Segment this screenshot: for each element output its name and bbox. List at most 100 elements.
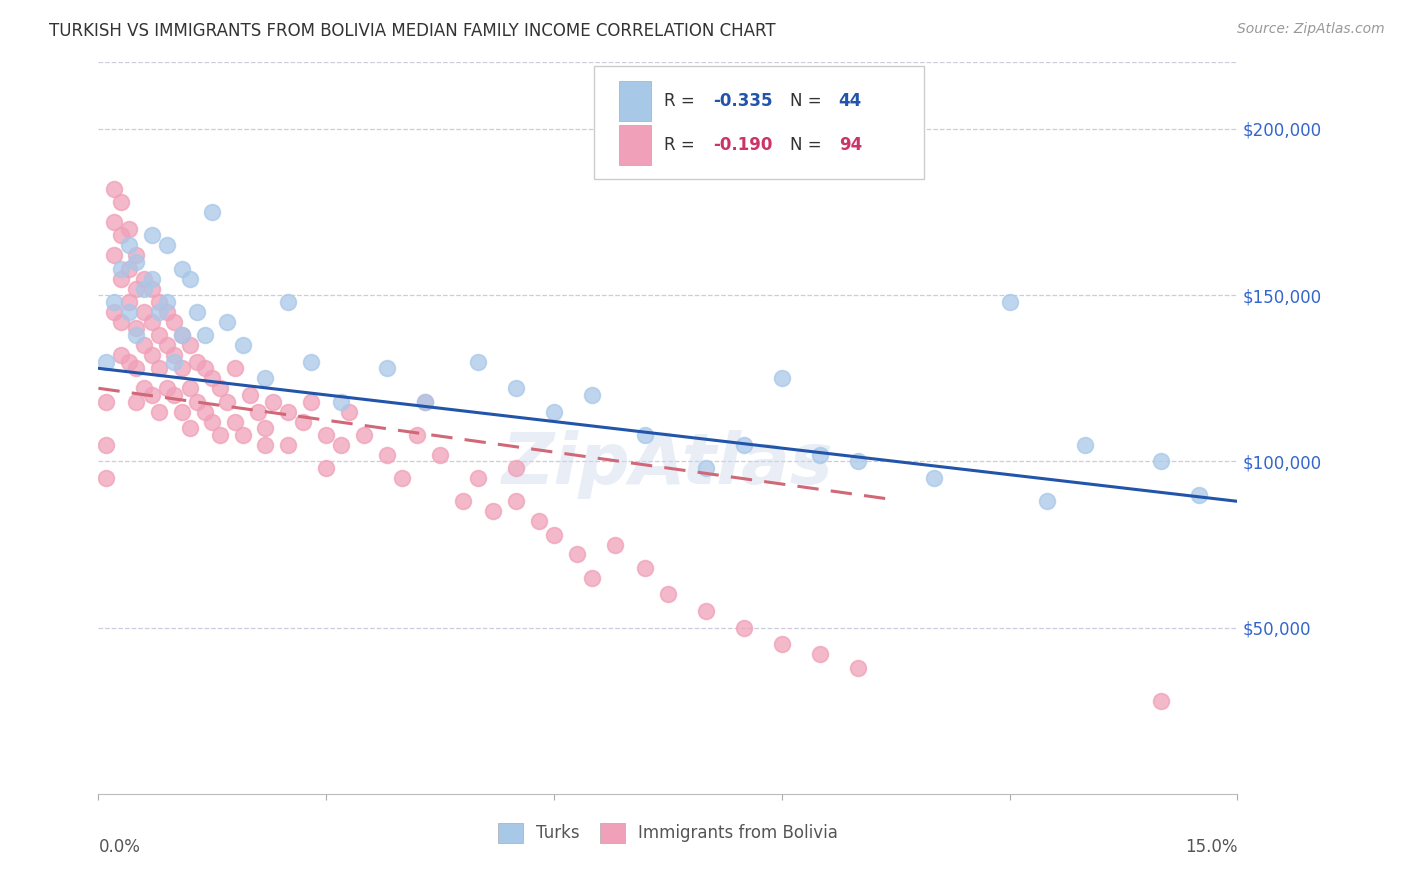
Point xyxy=(315,427,337,442)
Text: R =: R = xyxy=(665,92,700,111)
Point xyxy=(315,461,337,475)
Point xyxy=(846,454,869,468)
Point xyxy=(337,404,360,418)
Point xyxy=(232,427,254,442)
Point xyxy=(186,354,208,368)
Point xyxy=(141,228,163,243)
Point xyxy=(179,421,201,435)
Point xyxy=(239,388,262,402)
Point xyxy=(581,571,603,585)
Point xyxy=(1036,494,1059,508)
Point xyxy=(217,315,239,329)
Point xyxy=(391,471,413,485)
Text: Source: ZipAtlas.com: Source: ZipAtlas.com xyxy=(1237,22,1385,37)
Point xyxy=(110,348,132,362)
Point xyxy=(125,394,148,409)
FancyBboxPatch shape xyxy=(619,81,651,121)
Point xyxy=(413,394,436,409)
Text: TURKISH VS IMMIGRANTS FROM BOLIVIA MEDIAN FAMILY INCOME CORRELATION CHART: TURKISH VS IMMIGRANTS FROM BOLIVIA MEDIA… xyxy=(49,22,776,40)
Point xyxy=(118,261,141,276)
Point xyxy=(141,315,163,329)
Point xyxy=(1150,694,1173,708)
Point xyxy=(141,271,163,285)
Point xyxy=(148,328,170,343)
Point xyxy=(110,271,132,285)
Point xyxy=(299,354,322,368)
Point xyxy=(148,404,170,418)
Point xyxy=(770,371,793,385)
Point xyxy=(132,381,155,395)
Text: 0.0%: 0.0% xyxy=(98,838,141,855)
Point xyxy=(179,338,201,352)
Point xyxy=(148,305,170,319)
Point xyxy=(482,504,505,518)
Point xyxy=(224,361,246,376)
Point xyxy=(148,361,170,376)
Point xyxy=(413,394,436,409)
Point xyxy=(125,321,148,335)
Text: R =: R = xyxy=(665,136,700,154)
Point xyxy=(277,294,299,309)
Point xyxy=(505,494,527,508)
Point xyxy=(156,338,179,352)
Point xyxy=(543,404,565,418)
Point xyxy=(163,348,186,362)
Point xyxy=(406,427,429,442)
Point xyxy=(254,438,277,452)
Point xyxy=(179,381,201,395)
Point xyxy=(141,281,163,295)
Point xyxy=(125,248,148,262)
Point xyxy=(292,415,315,429)
Point xyxy=(1074,438,1097,452)
Point xyxy=(170,361,193,376)
Point xyxy=(148,294,170,309)
Point xyxy=(110,315,132,329)
Point xyxy=(170,261,193,276)
Point xyxy=(201,371,224,385)
Point xyxy=(141,348,163,362)
Point xyxy=(565,548,588,562)
Point xyxy=(118,354,141,368)
Point xyxy=(156,381,179,395)
Point xyxy=(733,438,755,452)
Point xyxy=(429,448,451,462)
Point xyxy=(132,271,155,285)
Point xyxy=(194,404,217,418)
Text: -0.335: -0.335 xyxy=(713,92,773,111)
Point xyxy=(103,182,125,196)
Point xyxy=(208,427,231,442)
Point xyxy=(201,415,224,429)
Point xyxy=(94,394,117,409)
Point xyxy=(118,294,141,309)
Point xyxy=(1150,454,1173,468)
Point xyxy=(103,294,125,309)
Point xyxy=(808,647,831,661)
FancyBboxPatch shape xyxy=(593,66,924,179)
Point xyxy=(846,660,869,674)
Point xyxy=(277,438,299,452)
Point xyxy=(695,604,717,618)
Point xyxy=(141,388,163,402)
Point xyxy=(94,438,117,452)
Point xyxy=(998,294,1021,309)
Point xyxy=(375,361,398,376)
Point xyxy=(467,354,489,368)
Point xyxy=(186,305,208,319)
Point xyxy=(330,394,353,409)
Text: -0.190: -0.190 xyxy=(713,136,773,154)
Point xyxy=(94,471,117,485)
Point xyxy=(733,621,755,635)
Point xyxy=(634,427,657,442)
Text: 44: 44 xyxy=(839,92,862,111)
Point xyxy=(110,228,132,243)
Point xyxy=(132,281,155,295)
Point xyxy=(330,438,353,452)
Point xyxy=(94,354,117,368)
Point xyxy=(179,271,201,285)
Point xyxy=(156,238,179,252)
Point xyxy=(1188,488,1211,502)
Point xyxy=(277,404,299,418)
Point xyxy=(125,328,148,343)
Point xyxy=(103,305,125,319)
Point xyxy=(634,561,657,575)
